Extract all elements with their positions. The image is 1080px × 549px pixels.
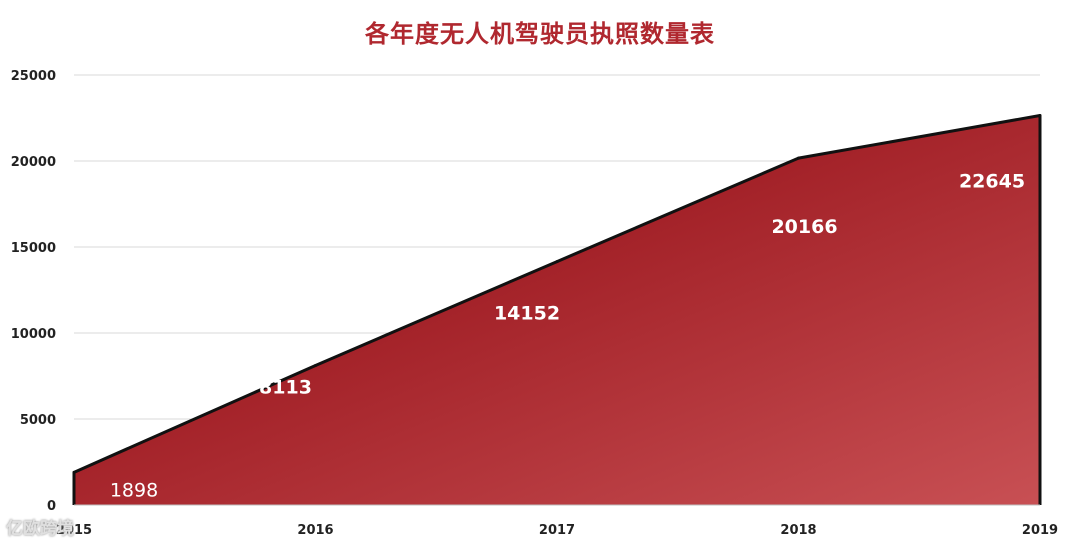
x-tick-label: 2015 bbox=[56, 523, 92, 538]
x-axis-ticks: 2015 2016 2017 2018 2019 bbox=[56, 523, 1058, 538]
data-label: 1898 bbox=[110, 479, 158, 501]
x-tick-label: 2019 bbox=[1022, 523, 1058, 538]
watermark-text: 亿欧跨境 bbox=[6, 519, 74, 539]
data-label: 22645 bbox=[959, 171, 1025, 193]
area-series bbox=[72, 114, 1042, 506]
area-fill bbox=[74, 115, 1040, 506]
data-labels: 1898 8113 14152 20166 22645 bbox=[110, 171, 1025, 502]
data-label: 8113 bbox=[259, 376, 312, 398]
y-axis-ticks: 0 5000 10000 15000 20000 25000 bbox=[11, 69, 56, 514]
data-point bbox=[314, 363, 317, 367]
y-tick-label: 15000 bbox=[11, 241, 56, 256]
y-tick-label: 10000 bbox=[11, 327, 56, 342]
data-label: 14152 bbox=[494, 303, 560, 325]
y-tick-label: 0 bbox=[47, 499, 56, 514]
y-tick-label: 25000 bbox=[11, 69, 56, 84]
x-tick-label: 2016 bbox=[297, 523, 333, 538]
data-label: 20166 bbox=[771, 216, 837, 238]
x-tick-label: 2018 bbox=[780, 523, 816, 538]
y-tick-label: 5000 bbox=[20, 413, 56, 428]
y-tick-label: 20000 bbox=[11, 155, 56, 170]
data-point bbox=[797, 156, 800, 160]
data-point bbox=[555, 260, 559, 264]
chart-title: 各年度无人机驾驶员执照数量表 bbox=[365, 20, 715, 48]
x-tick-label: 2017 bbox=[539, 523, 575, 538]
data-point bbox=[72, 470, 76, 474]
data-point bbox=[1038, 114, 1042, 118]
